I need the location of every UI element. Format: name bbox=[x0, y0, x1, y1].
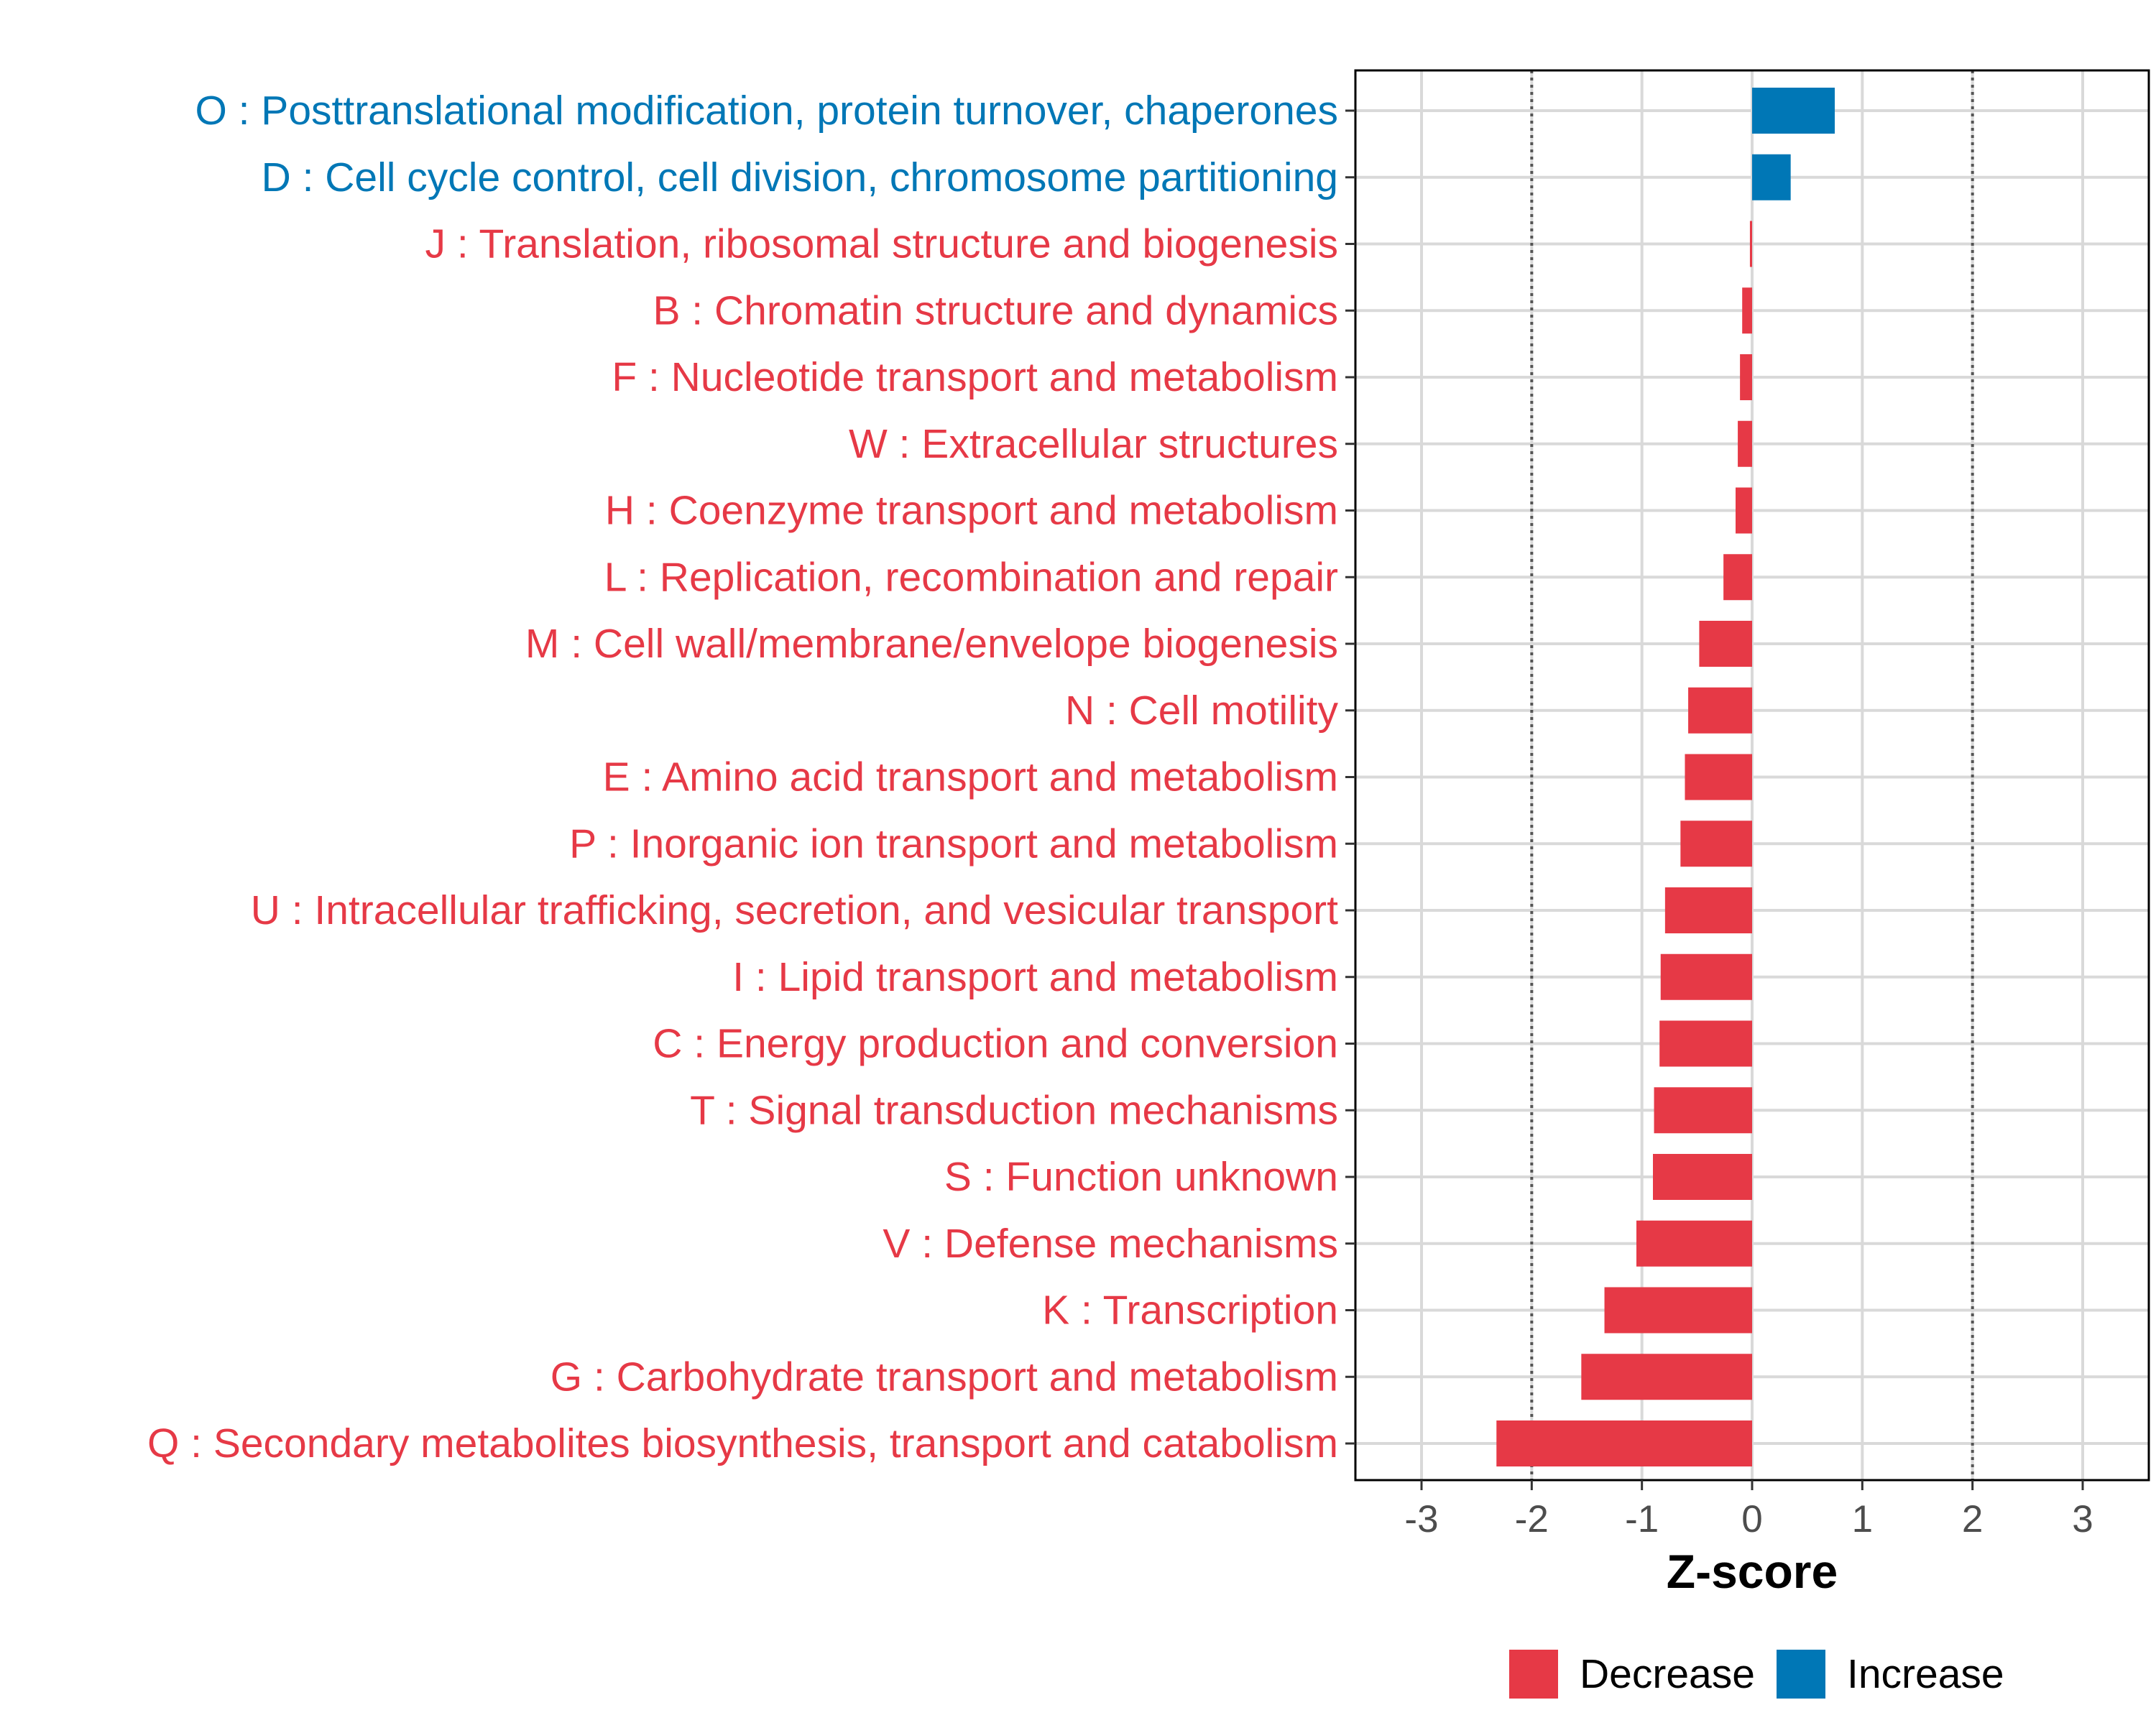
category-label: O : Posttranslational modification, prot… bbox=[195, 88, 1338, 134]
x-axis-ticks: -3 -2 -1 0 1 2 3 bbox=[1404, 1480, 2093, 1540]
bar-decrease bbox=[1742, 287, 1752, 334]
bar-decrease bbox=[1723, 554, 1752, 601]
category-label: N : Cell motility bbox=[1065, 688, 1339, 734]
category-label: P : Inorganic ion transport and metaboli… bbox=[569, 821, 1338, 867]
category-label: H : Coenzyme transport and metabolism bbox=[605, 488, 1338, 534]
bar-decrease bbox=[1581, 1354, 1752, 1400]
bar-decrease bbox=[1680, 821, 1752, 867]
x-tick-label: -2 bbox=[1515, 1498, 1549, 1540]
bars bbox=[1496, 88, 1835, 1466]
x-tick-label: -1 bbox=[1625, 1498, 1659, 1540]
bar-increase bbox=[1752, 154, 1791, 200]
category-label: L : Replication, recombination and repai… bbox=[604, 554, 1338, 600]
category-labels: O : Posttranslational modification, prot… bbox=[147, 88, 1339, 1466]
x-tick-label: 0 bbox=[1741, 1498, 1762, 1540]
bar-decrease bbox=[1685, 754, 1752, 800]
bar-decrease bbox=[1664, 887, 1752, 933]
category-label: Q : Secondary metabolites biosynthesis, … bbox=[147, 1420, 1338, 1466]
category-label: B : Chromatin structure and dynamics bbox=[653, 287, 1338, 333]
bar-decrease bbox=[1699, 621, 1752, 667]
category-label: T : Signal transduction mechanisms bbox=[690, 1087, 1338, 1133]
category-label: C : Energy production and conversion bbox=[653, 1021, 1338, 1067]
category-label: M : Cell wall/membrane/envelope biogenes… bbox=[525, 621, 1338, 667]
legend-swatch-decrease bbox=[1509, 1650, 1558, 1699]
bar-decrease bbox=[1688, 687, 1752, 734]
x-tick-label: 1 bbox=[1852, 1498, 1873, 1540]
x-tick-label: -3 bbox=[1404, 1498, 1438, 1540]
category-label: W : Extracellular structures bbox=[849, 421, 1338, 467]
legend-swatch-increase bbox=[1777, 1650, 1825, 1699]
bar-decrease bbox=[1749, 221, 1752, 267]
bar-decrease bbox=[1636, 1220, 1752, 1267]
x-tick-label: 3 bbox=[2072, 1498, 2093, 1540]
category-label: G : Carbohydrate transport and metabolis… bbox=[550, 1354, 1338, 1400]
bar-decrease bbox=[1496, 1420, 1752, 1466]
category-label: S : Function unknown bbox=[944, 1154, 1338, 1200]
category-label: J : Translation, ribosomal structure and… bbox=[425, 221, 1338, 267]
category-label: U : Intracellular trafficking, secretion… bbox=[251, 887, 1338, 933]
bar-decrease bbox=[1654, 1087, 1752, 1134]
bar-increase bbox=[1752, 88, 1835, 134]
reference-lines bbox=[1530, 70, 1974, 1480]
category-label: V : Defense mechanisms bbox=[883, 1221, 1338, 1267]
x-axis-title: Z-score bbox=[1667, 1545, 1838, 1598]
legend: Decrease Increase bbox=[1509, 1650, 2004, 1699]
legend-label-decrease: Decrease bbox=[1580, 1651, 1755, 1697]
y-axis-ticks bbox=[1345, 109, 1355, 1445]
category-label: E : Amino acid transport and metabolism bbox=[603, 754, 1338, 800]
category-label: D : Cell cycle control, cell division, c… bbox=[262, 154, 1338, 200]
bar-decrease bbox=[1660, 953, 1752, 1000]
bar-decrease bbox=[1736, 487, 1752, 534]
x-tick-label: 2 bbox=[1962, 1498, 1983, 1540]
bar-decrease bbox=[1738, 420, 1752, 467]
category-label: K : Transcription bbox=[1042, 1288, 1338, 1334]
bar-decrease bbox=[1653, 1154, 1752, 1200]
legend-label-increase: Increase bbox=[1847, 1651, 2004, 1697]
bar-decrease bbox=[1604, 1287, 1752, 1334]
category-label: F : Nucleotide transport and metabolism bbox=[612, 354, 1338, 400]
bar-decrease bbox=[1740, 354, 1752, 400]
category-label: I : Lipid transport and metabolism bbox=[732, 954, 1338, 1000]
bar-decrease bbox=[1659, 1020, 1752, 1067]
